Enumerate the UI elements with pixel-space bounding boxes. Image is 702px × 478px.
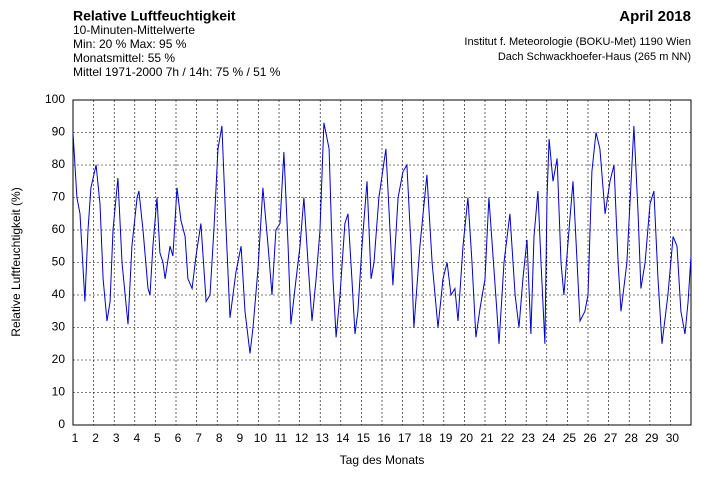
x-tick-label: 25 [563,431,577,445]
x-tick-label: 28 [625,431,639,445]
x-tick-label: 17 [398,431,412,445]
note: Monatsmittel: 55 % [73,51,175,65]
x-tick-label: 30 [666,431,680,445]
x-tick-label: 19 [439,431,453,445]
x-tick-label: 11 [275,431,288,445]
x-tick-label: 7 [195,431,202,445]
y-tick-label: 80 [52,157,66,171]
chart-title: Relative Luftfeuchtigkeit [73,8,236,24]
x-tick-label: 10 [254,431,268,445]
x-tick-label: 27 [604,431,618,445]
x-tick-label: 2 [92,431,99,445]
x-tick-label: 14 [336,431,350,445]
data-line [72,122,692,354]
period: April 2018 [619,8,691,25]
x-tick-label: 18 [419,431,433,445]
y-tick-label: 60 [52,222,66,236]
x-tick-label: 12 [295,431,309,445]
x-tick-label: 4 [133,431,140,445]
x-tick-label: 21 [480,431,494,445]
x-tick-label: 29 [645,431,659,445]
y-tick-label: 90 [52,125,66,139]
y-tick-label: 20 [52,352,66,366]
source: Institut f. Meteorologie (BOKU-Met) 1190… [464,36,691,48]
x-tick-label: 26 [583,431,597,445]
y-tick-label: 40 [52,287,66,301]
x-tick-label: 6 [175,431,182,445]
x-tick-label: 8 [216,431,223,445]
x-tick-label: 16 [377,431,391,445]
x-tick-label: 13 [316,431,330,445]
x-tick-label: 20 [460,431,474,445]
note: Min: 20 % Max: 95 % [73,37,187,51]
x-tick-label: 3 [113,431,120,445]
x-axis-label: Tag des Monats [340,453,425,467]
x-tick-label: 23 [522,431,536,445]
source: Dach Schwackhoefer-Haus (265 m NN) [498,51,691,63]
x-tick-label: 24 [542,431,556,445]
y-tick-label: 30 [52,320,66,334]
x-tick-label: 5 [154,431,161,445]
y-tick-label: 50 [52,255,66,269]
y-tick-label: 0 [58,417,65,431]
y-tick-label: 100 [45,92,65,106]
note: 10-Minuten-Mittelwerte [73,23,195,37]
x-tick-label: 15 [357,431,371,445]
y-tick-label: 10 [52,385,66,399]
x-tick-label: 9 [236,431,243,445]
note: Mittel 1971-2000 7h / 14h: 75 % / 51 % [73,65,281,79]
x-tick-label: 1 [72,431,79,445]
y-axis-label: Relative Luftfeuchtigkeit (%) [9,187,23,336]
x-tick-label: 22 [501,431,515,445]
y-tick-label: 70 [52,190,66,204]
